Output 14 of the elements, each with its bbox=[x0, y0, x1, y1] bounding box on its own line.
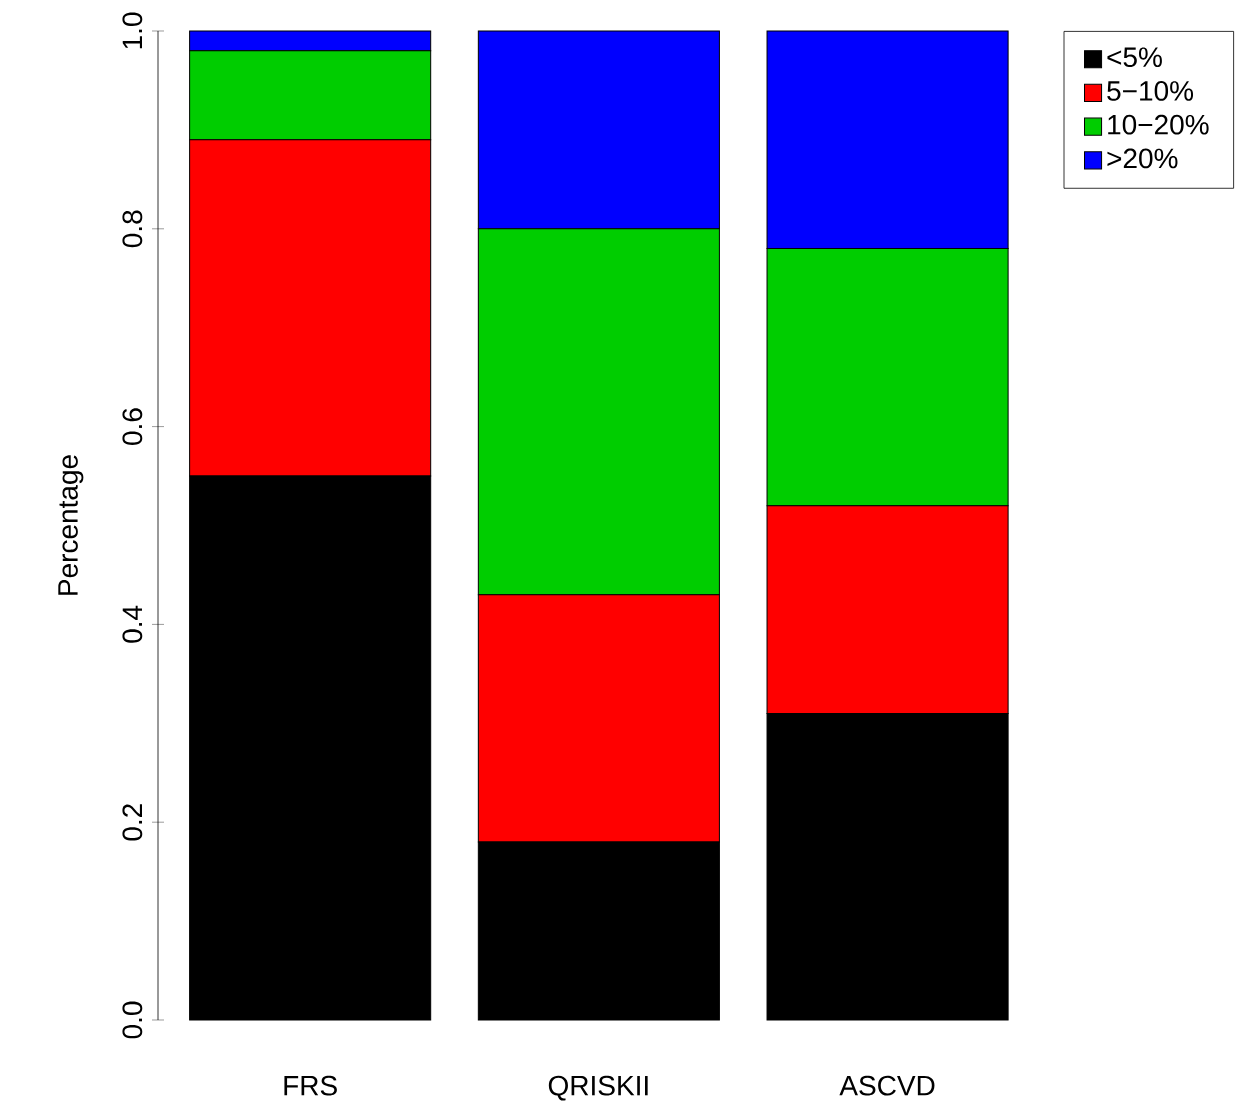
legend-label: 10−20% bbox=[1108, 114, 1209, 135]
y-tick-label: 0.4 bbox=[122, 605, 143, 643]
y-axis-title: Percentage bbox=[58, 455, 84, 595]
x-tick-label: ASCVD bbox=[839, 1075, 935, 1096]
y-tick-label: 0.0 bbox=[122, 1001, 143, 1039]
y-tick-label: 1.0 bbox=[122, 12, 143, 49]
y-tick-label: 0.6 bbox=[122, 408, 143, 445]
legend-label: <5% bbox=[1107, 47, 1162, 68]
legend-label: >20% bbox=[1107, 148, 1178, 169]
x-tick-label: FRS bbox=[284, 1075, 337, 1096]
x-tick-label: QRISKII bbox=[548, 1075, 648, 1101]
legend-label: 5−10% bbox=[1107, 81, 1194, 101]
y-tick-label: 0.2 bbox=[122, 804, 143, 841]
y-tick-label: 0.8 bbox=[122, 210, 143, 248]
